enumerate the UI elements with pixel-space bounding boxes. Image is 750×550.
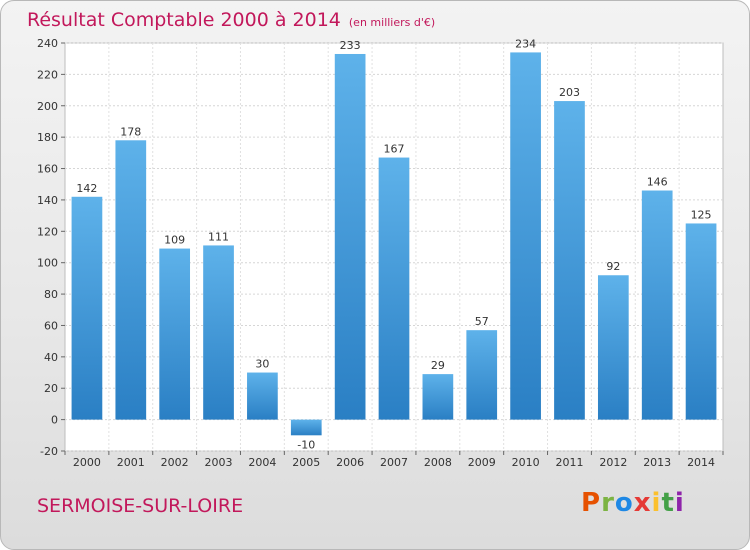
x-tick-label-2005: 2005 [292, 456, 320, 469]
bar-2003 [203, 245, 234, 420]
y-tick-label: 160 [37, 163, 58, 176]
y-tick-label: 180 [37, 131, 58, 144]
x-tick-label-2001: 2001 [117, 456, 145, 469]
x-tick-label-2012: 2012 [599, 456, 627, 469]
chart-unit: (en milliers d'€) [348, 16, 436, 29]
y-tick-label: 220 [37, 68, 58, 81]
bar-2006 [334, 53, 366, 420]
x-tick-label-2006: 2006 [336, 456, 364, 469]
bar-2007 [378, 157, 410, 420]
value-label-2000: 142 [76, 182, 97, 195]
x-tick-label-2009: 2009 [468, 456, 496, 469]
logo-letter: x [633, 488, 652, 518]
logo-letter: i [651, 488, 662, 518]
value-label-2010: 234 [515, 37, 536, 50]
value-label-2013: 146 [647, 176, 668, 189]
y-tick-label: 0 [51, 414, 58, 427]
logo-letter: P [581, 488, 602, 518]
value-label-2002: 109 [164, 234, 185, 247]
y-tick-label: 80 [44, 288, 58, 301]
bar-2001 [115, 140, 147, 420]
y-tick-label: 40 [44, 351, 58, 364]
x-tick-label-2011: 2011 [555, 456, 583, 469]
city-name: SERMOISE-SUR-LOIRE [37, 495, 244, 517]
y-tick-label: -20 [40, 445, 58, 458]
value-label-2004: 30 [255, 358, 269, 371]
x-tick-label-2004: 2004 [248, 456, 276, 469]
value-label-2011: 203 [559, 86, 580, 99]
x-tick-label-2013: 2013 [643, 456, 671, 469]
bar-2014 [685, 223, 717, 420]
x-tick-label-2014: 2014 [687, 456, 715, 469]
logo-letter: t [661, 488, 675, 518]
chart-title: Résultat Comptable 2000 à 2014 (en millie… [27, 9, 435, 31]
y-tick-label: 100 [37, 257, 58, 270]
bar-2004 [247, 372, 278, 420]
x-tick-label-2000: 2000 [73, 456, 101, 469]
x-tick-label-2010: 2010 [512, 456, 540, 469]
bar-2013 [641, 190, 673, 420]
chart-title-text: Résultat Comptable 2000 à 2014 [27, 9, 341, 31]
x-tick-label-2002: 2002 [161, 456, 189, 469]
bar-2005 [290, 419, 322, 436]
value-label-2007: 167 [384, 143, 405, 156]
logo-letter: i [674, 488, 685, 518]
value-label-2005: -10 [297, 438, 315, 451]
y-tick-label: 120 [37, 225, 58, 238]
value-label-2006: 233 [340, 39, 361, 52]
proxiti-logo: Proxiti [581, 488, 685, 518]
y-tick-label: 140 [37, 194, 58, 207]
bar-2009 [466, 330, 498, 420]
bar-2012 [597, 275, 629, 420]
logo-letter: r [601, 488, 615, 518]
y-tick-label: 20 [44, 382, 58, 395]
bar-2002 [159, 248, 191, 420]
y-tick-label: 200 [37, 100, 58, 113]
bar-2000 [71, 196, 103, 420]
x-tick-label-2003: 2003 [205, 456, 233, 469]
x-tick-label-2007: 2007 [380, 456, 408, 469]
value-label-2008: 29 [431, 359, 445, 372]
y-tick-label: 240 [37, 37, 58, 50]
value-label-2009: 57 [475, 315, 489, 328]
bar-2008 [422, 374, 454, 420]
value-label-2003: 111 [208, 230, 229, 243]
value-label-2001: 178 [120, 125, 141, 138]
bar-2010 [510, 52, 541, 420]
bar-2011 [554, 101, 585, 420]
logo-letter: o [614, 488, 634, 518]
value-label-2014: 125 [691, 208, 712, 221]
value-label-2012: 92 [606, 260, 620, 273]
x-tick-label-2008: 2008 [424, 456, 452, 469]
y-tick-label: 60 [44, 319, 58, 332]
